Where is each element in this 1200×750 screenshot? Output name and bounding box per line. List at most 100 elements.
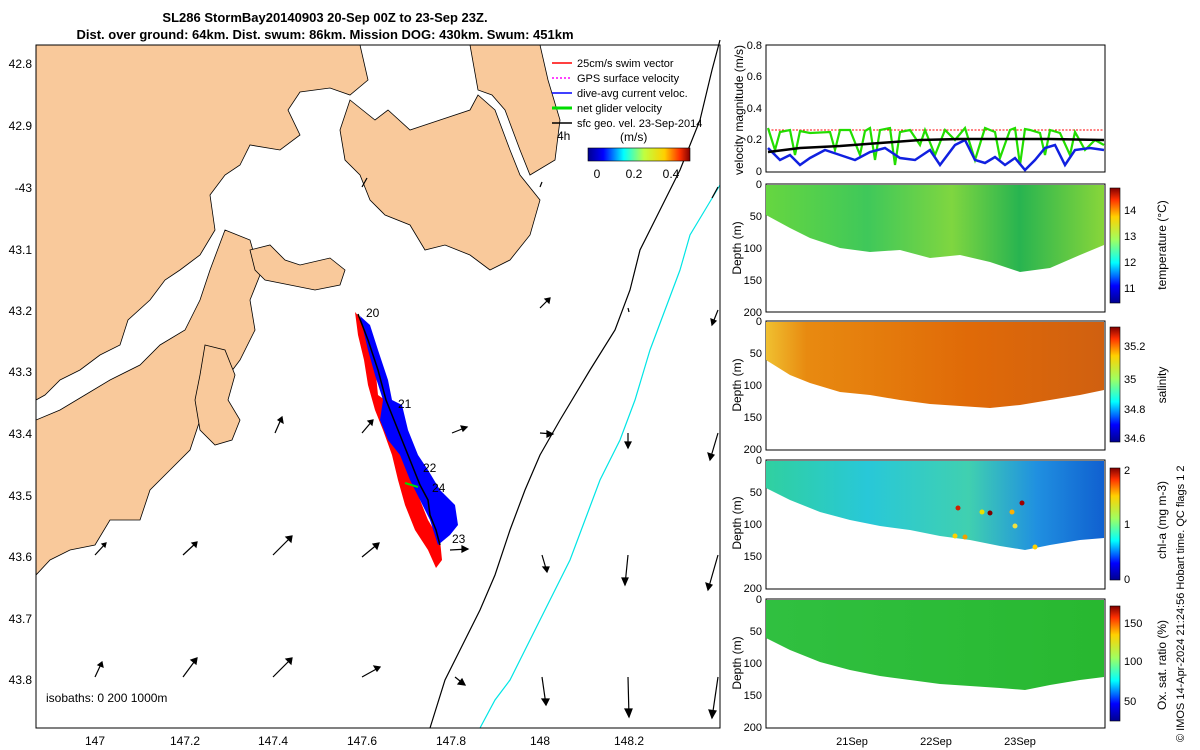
lat-tick-43.4: 43.4	[9, 427, 33, 441]
chla-colorbar	[1109, 467, 1121, 581]
colorbar-tick-0.2: 0.2	[626, 167, 643, 181]
lon-tick-147: 147	[85, 734, 105, 748]
temp-ytick-0: 0	[756, 179, 762, 191]
sal-cbtick-35.2: 35.2	[1124, 341, 1145, 353]
track-blue	[360, 316, 458, 545]
chla-cblabel: chl-a (mg m-3)	[1155, 481, 1169, 559]
day-label-22: 22	[423, 461, 437, 475]
vel-tick-0.8: 0.8	[747, 40, 762, 52]
colorbar-tick-0: 0	[594, 167, 601, 181]
temp-cbtick-11: 11	[1124, 283, 1135, 295]
legend-net-glider-velocity: net glider velocity	[577, 103, 662, 115]
sal-ytick-150: 150	[744, 412, 762, 424]
oxygen-cblabel: Ox. sat. ratio (%)	[1155, 620, 1169, 710]
lon-tick-148: 148	[530, 734, 550, 748]
oxygen-ylabel: Depth (m)	[730, 636, 744, 689]
temp-ytick-200: 200	[744, 307, 762, 319]
lat-tick-42.8: 42.8	[9, 57, 33, 71]
land-layer	[36, 45, 720, 576]
ox-ytick-100: 100	[744, 658, 762, 670]
chl-cbtick-2: 2	[1124, 465, 1130, 477]
sal-ytick-200: 200	[744, 444, 762, 456]
colorbar-unit-label: (m/s)	[620, 130, 647, 144]
track-black-line	[357, 313, 441, 546]
temperature-yticks: 0 50 100 150 200	[744, 179, 762, 319]
ox-ytick-200: 200	[744, 722, 762, 734]
colorbar-tick-0.4: 0.4	[663, 167, 680, 181]
salinity-colorbar	[1109, 326, 1121, 443]
map-legend: 25cm/s swim vector GPS surface velocity …	[552, 58, 702, 130]
chl-cbtick-0: 0	[1124, 574, 1130, 586]
legend-sfc-geo-vel: sfc geo. vel. 23-Sep-2014	[577, 118, 702, 130]
chl-ytick-50: 50	[750, 487, 762, 499]
velocity-blue-series	[767, 138, 1105, 172]
legend-swim-vector: 25cm/s swim vector	[577, 58, 674, 70]
salinity-ylabel: Depth (m)	[730, 358, 744, 411]
lat-tick-42.9: 42.9	[9, 119, 33, 133]
salinity-cblabel: salinity	[1155, 367, 1169, 404]
day-label-20: 20	[366, 306, 380, 320]
map-lat-ticks: 42.8 42.9 -43 43.1 43.2 43.3 43.4 43.5 4…	[9, 57, 33, 687]
lon-tick-147.4: 147.4	[258, 734, 288, 748]
temperature-panel: 0 50 100 150 200 Depth (m) 14 13 12 11 t…	[730, 179, 1169, 319]
temp-cbtick-13: 13	[1124, 231, 1136, 243]
map-frame	[35, 44, 721, 729]
land-northwest	[36, 45, 369, 401]
temp-ytick-150: 150	[744, 275, 762, 287]
chl-ytick-0: 0	[756, 455, 762, 467]
oxygen-panel: 0 50 100 150 200 Depth (m) 150 100 50 Ox…	[730, 594, 1169, 734]
current-arrows	[94, 177, 719, 720]
temperature-ylabel: Depth (m)	[730, 221, 744, 274]
plot-title-line1: SL286 StormBay20140903 20-Sep 00Z to 23-…	[162, 10, 488, 25]
lon-tick-147.2: 147.2	[170, 734, 200, 748]
lat-tick-43.8: 43.8	[9, 673, 33, 687]
velocity-ylabel: velocity magnitude (m/s)	[732, 45, 746, 175]
map-lon-ticks: 147 147.2 147.4 147.6 147.8 148 148.2	[85, 734, 644, 748]
lat-tick-43.5: 43.5	[9, 489, 33, 503]
xtick-21sep: 21Sep	[836, 736, 868, 748]
temp-cbtick-14: 14	[1124, 205, 1136, 217]
speed-colorbar	[587, 147, 691, 162]
vel-tick-0.2: 0.2	[747, 134, 762, 146]
salinity-yticks: 0 50 100 150 200	[744, 316, 762, 456]
lat-tick-43.7: 43.7	[9, 612, 33, 626]
vel-tick-0.4: 0.4	[747, 103, 762, 115]
lat-tick-43.3: 43.3	[9, 365, 33, 379]
plot-title-line2: Dist. over ground: 64km. Dist. swum: 86k…	[76, 27, 574, 42]
sal-cbtick-34.8: 34.8	[1124, 404, 1145, 416]
velocity-green-series	[766, 125, 1105, 166]
sal-ytick-50: 50	[750, 348, 762, 360]
isobath-caption: isobaths: 0 200 1000m	[46, 691, 167, 705]
lat-tick-43.2: 43.2	[9, 304, 33, 318]
lat-tick-43.6: 43.6	[9, 550, 33, 564]
temperature-field	[766, 185, 1104, 272]
chl-ytick-200: 200	[744, 583, 762, 595]
vel-tick-0: 0	[756, 166, 762, 178]
chla-yticks: 0 50 100 150 200	[744, 455, 762, 595]
imos-credit: © IMOS 14-Apr-2024 21:24:56 Hobart time.…	[1175, 465, 1187, 742]
day-label-21: 21	[398, 397, 412, 411]
lon-tick-148.2: 148.2	[614, 734, 644, 748]
isobath-200m	[429, 39, 721, 729]
sal-cbtick-35: 35	[1124, 374, 1136, 386]
salinity-field	[766, 322, 1104, 408]
day-label-24: 24	[432, 481, 446, 495]
land-tasman-peninsula	[339, 94, 541, 271]
salinity-panel: 0 50 100 150 200 Depth (m) 35.2 35 34.8 …	[730, 316, 1169, 456]
lon-tick-147.8: 147.8	[436, 734, 466, 748]
xtick-23sep: 23Sep	[1004, 736, 1036, 748]
land-mid-island	[249, 244, 346, 291]
temperature-cblabel: temperature (°C)	[1155, 200, 1169, 290]
temp-cbtick-12: 12	[1124, 257, 1136, 269]
track-green-segment	[404, 482, 419, 488]
ox-ytick-50: 50	[750, 626, 762, 638]
oxygen-colorbar	[1109, 605, 1121, 722]
chla-field	[766, 461, 1104, 550]
xtick-22sep: 22Sep	[920, 736, 952, 748]
colorbar-side-label: 4h	[557, 129, 570, 143]
sal-cbtick-34.6: 34.6	[1124, 433, 1145, 445]
lon-tick-147.6: 147.6	[347, 734, 377, 748]
oxygen-field	[766, 600, 1104, 690]
legend-dive-avg-current: dive-avg current veloc.	[577, 88, 688, 100]
oxygen-yticks: 0 50 100 150 200	[744, 594, 762, 734]
